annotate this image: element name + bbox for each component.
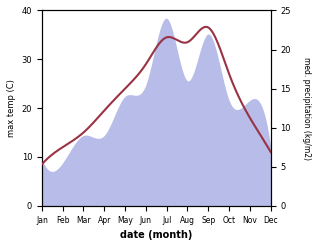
X-axis label: date (month): date (month) [120, 230, 192, 240]
Y-axis label: med. precipitation (kg/m2): med. precipitation (kg/m2) [302, 57, 311, 160]
Y-axis label: max temp (C): max temp (C) [7, 79, 16, 137]
